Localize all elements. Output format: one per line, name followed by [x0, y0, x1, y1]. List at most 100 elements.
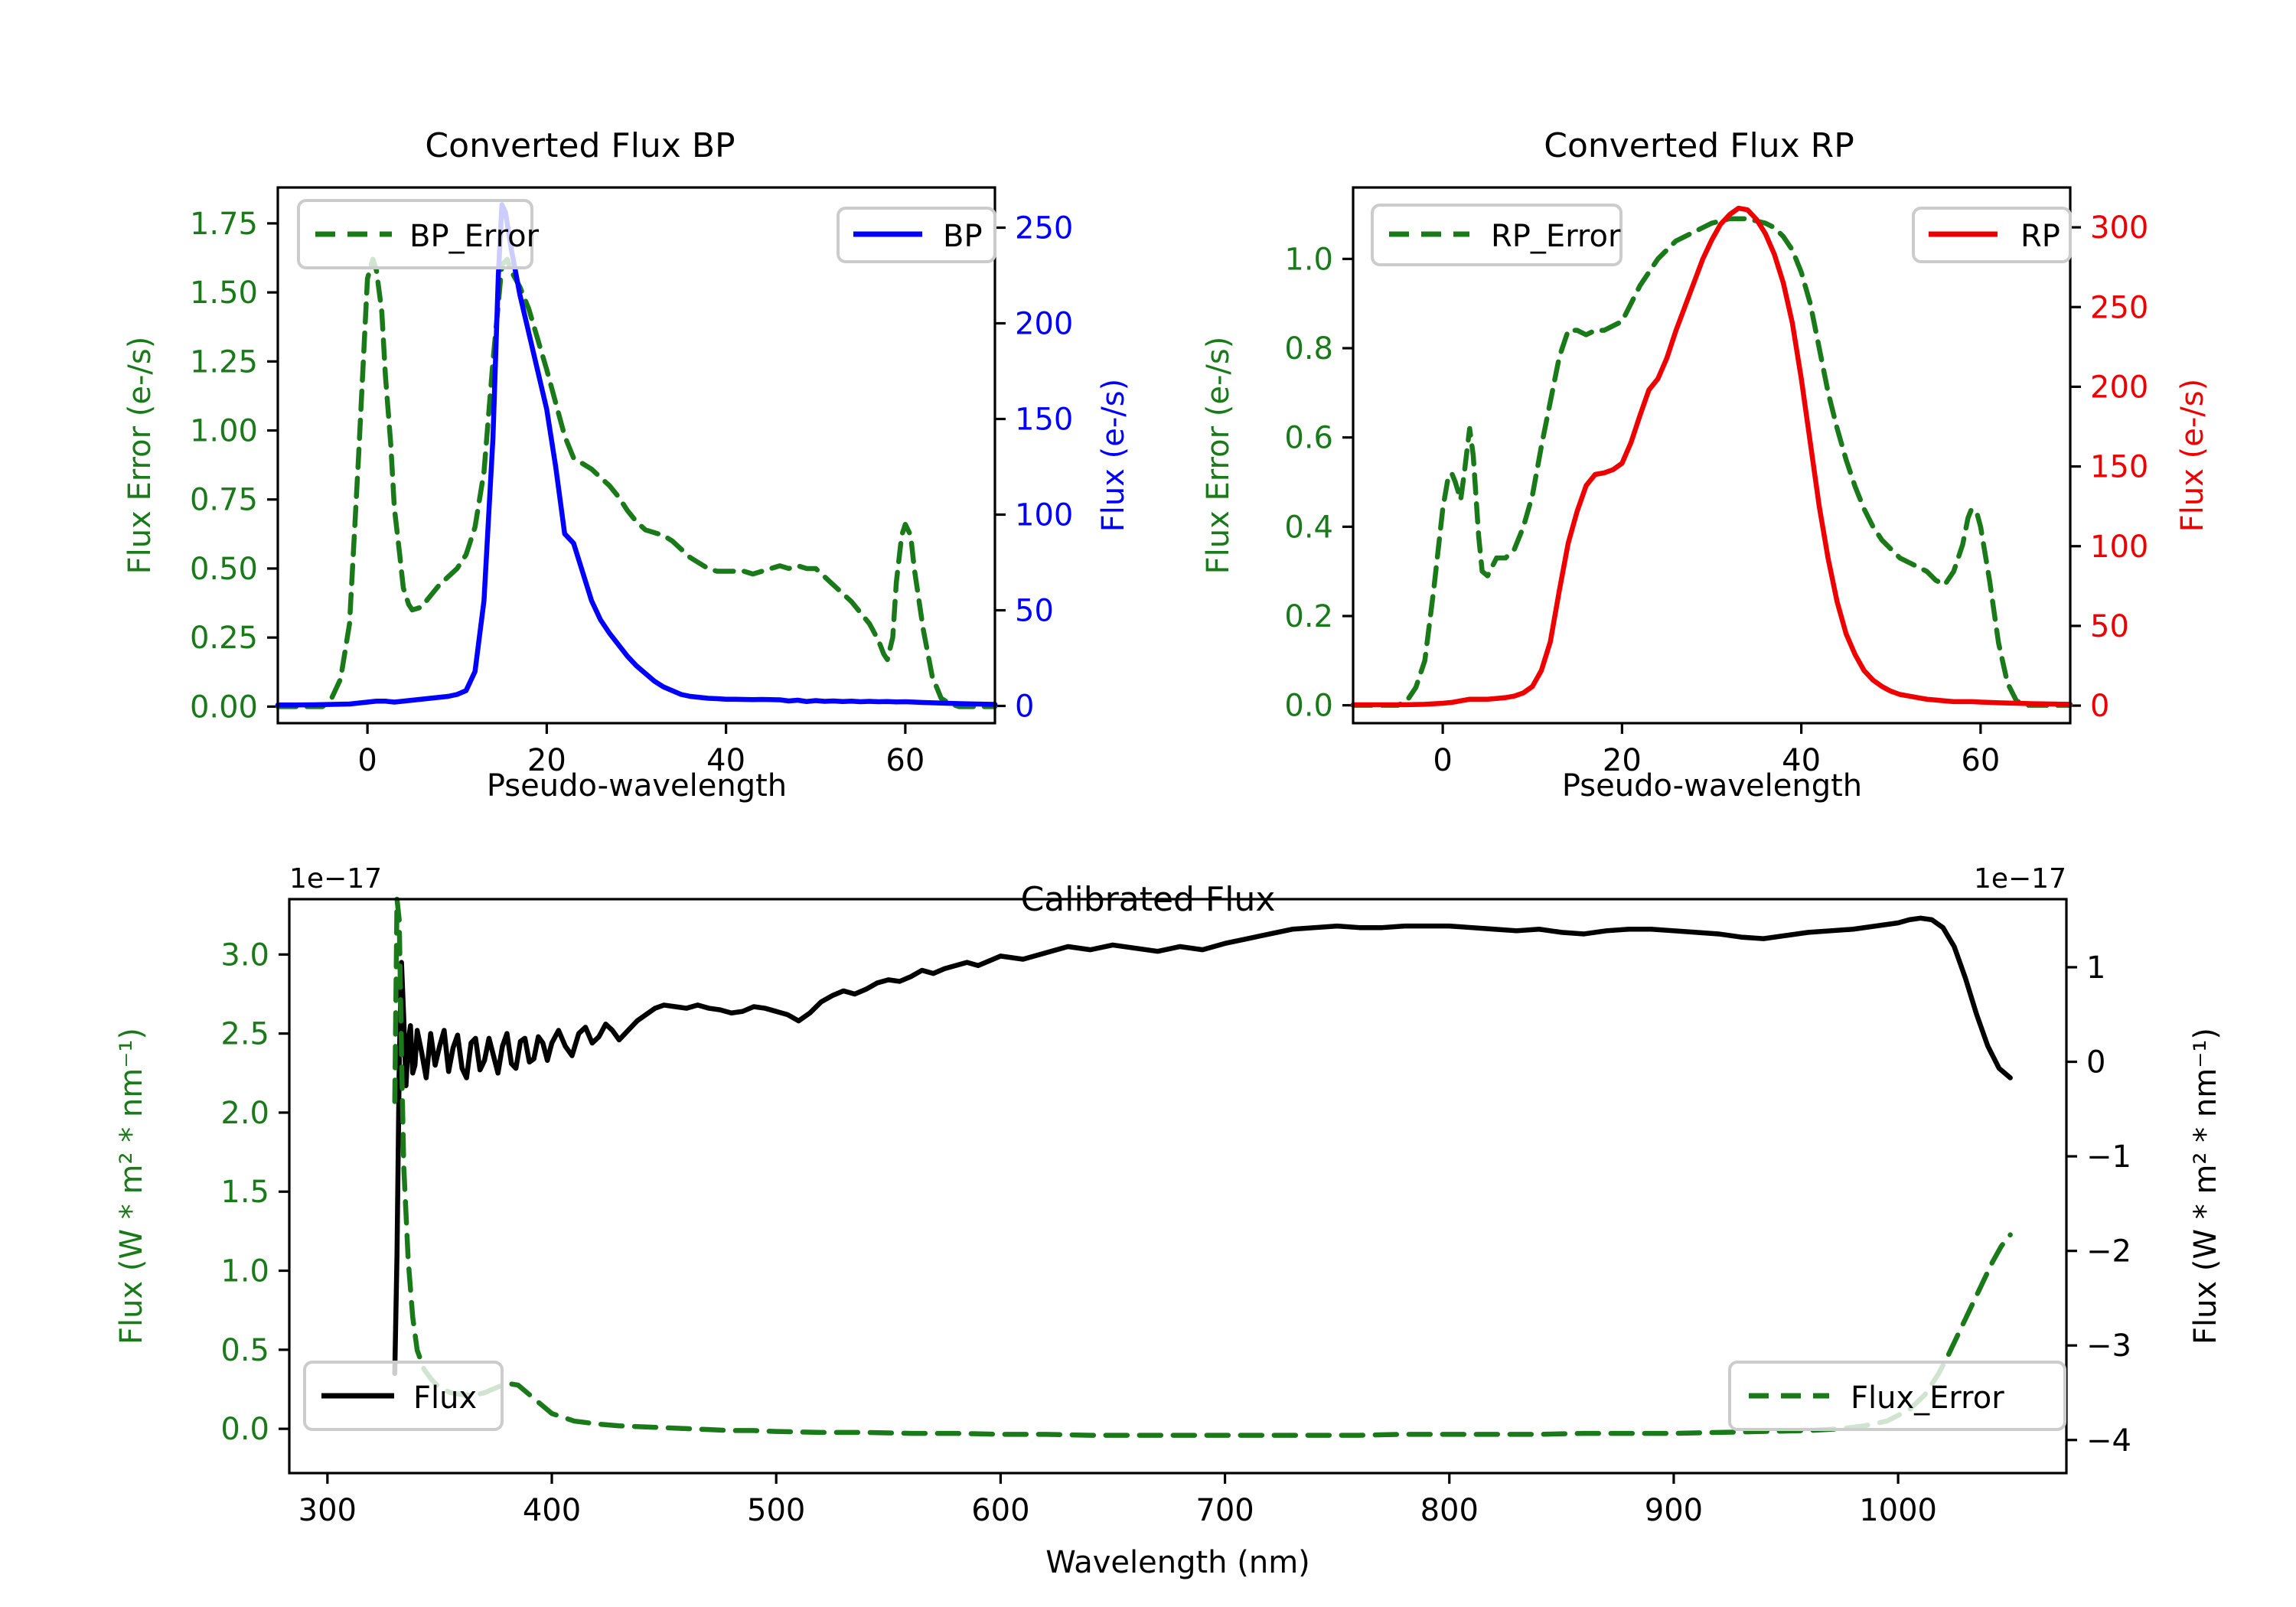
cal-chart-svg: Calibrated Flux 1e−17 1e−17 0.0 0.5 1.0 1.5 2.0…: [114, 863, 2223, 1580]
cal-legend-flux-label: Flux: [413, 1380, 477, 1416]
x-tick-label: 800: [1420, 1493, 1479, 1528]
x-tick-label: 500: [747, 1493, 805, 1528]
x-tick-label: 0: [1433, 743, 1452, 778]
cal-legend-error-box: [1728, 1361, 2066, 1431]
y-right-tick-label: 50: [2090, 609, 2129, 644]
x-tick-label: 60: [885, 743, 925, 778]
rp-yaxis-right-label: Flux (e-/s): [2175, 379, 2210, 532]
cal-legend-error-label: Flux_Error: [1851, 1380, 2004, 1416]
y-right-tick-label: 0: [1015, 689, 1034, 725]
y-right-tick-label: −1: [2086, 1139, 2131, 1175]
cal-panel-title: Calibrated Flux: [1021, 880, 1276, 919]
x-tick-label: 40: [1782, 743, 1821, 778]
bp-legend-error-box: [297, 199, 533, 269]
series-bp-error: [275, 256, 998, 709]
series-rp: [1350, 205, 2073, 708]
y-left-tick-label: 0.0: [220, 1412, 269, 1447]
y-left-tick-label: 0.75: [190, 483, 258, 518]
x-tick-label: 300: [298, 1493, 357, 1528]
rp-axes-frame: [1352, 186, 2072, 725]
cal-yaxis-right-label: Flux (W * m² * nm⁻¹): [2188, 1028, 2223, 1345]
x-tick-label: 60: [1961, 743, 2000, 778]
y-left-tick-label: 0.00: [190, 689, 258, 725]
cal-legend-error[interactable]: Flux_Error: [1728, 1361, 2066, 1431]
rp-chart-svg: Converted Flux RP 0.0 0.2 0.4 0.6 0.8 1.0 0 50 10…: [1201, 126, 2210, 804]
y-left-tick-label: 0.0: [1284, 689, 1333, 724]
x-tick-label: 700: [1195, 1493, 1254, 1528]
x-tick-label: 600: [971, 1493, 1029, 1528]
bp-legend-flux[interactable]: BP: [837, 207, 996, 263]
bp-yaxis-left-label: Flux Error (e-/s): [122, 337, 158, 575]
y-left-tick-label: 0.2: [1284, 599, 1333, 634]
rp-legend-error[interactable]: RP_Error: [1371, 204, 1623, 266]
cal-axes-frame: [288, 898, 2068, 1475]
x-tick-label: 20: [1603, 743, 1642, 778]
y-left-tick-label: 1.50: [190, 275, 258, 311]
y-right-tick-label: −4: [2086, 1423, 2131, 1459]
y-right-tick-label: 0: [2090, 689, 2109, 724]
y-left-tick-label: 0.5: [220, 1333, 269, 1368]
y-right-tick-label: 150: [1015, 403, 1073, 438]
y-left-tick-label: 0.50: [190, 552, 258, 587]
y-right-tick-label: 100: [2090, 530, 2148, 565]
y-left-tick-label: 0.8: [1284, 331, 1333, 367]
y-left-tick-label: 0.4: [1284, 510, 1333, 545]
y-right-tick-label: 250: [2090, 290, 2148, 325]
rp-xaxis-label: Pseudo-wavelength: [1562, 768, 1862, 804]
y-right-tick-label: −3: [2086, 1328, 2131, 1364]
y-right-tick-label: 150: [2090, 450, 2148, 485]
rp-legend-error-box: [1371, 204, 1623, 266]
bp-legend-error-label: BP_Error: [409, 219, 540, 254]
x-tick-label: 900: [1645, 1493, 1703, 1528]
bp-legend-error[interactable]: BP_Error: [297, 199, 540, 269]
bp-panel-title: Converted Flux BP: [425, 126, 735, 165]
y-left-tick-label: 1.0: [220, 1254, 269, 1289]
y-right-tick-label: 300: [2090, 210, 2148, 246]
y-right-tick-label: 1: [2086, 950, 2105, 986]
y-right-tick-label: −2: [2086, 1234, 2131, 1270]
y-left-tick-label: 2.5: [220, 1017, 269, 1052]
y-left-tick-label: 0.25: [190, 621, 258, 656]
cal-xaxis-label: Wavelength (nm): [1045, 1545, 1310, 1580]
x-tick-label: 0: [357, 743, 377, 778]
panel-calibrated-flux: Calibrated Flux 1e−17 1e−17 0.0 0.5 1.0 1.5 2.0…: [0, 826, 2296, 1607]
bp-legend-flux-label: BP: [943, 219, 983, 254]
series-flux-error: [392, 896, 2013, 1438]
y-right-tick-label: 50: [1015, 594, 1054, 629]
y-left-tick-label: 0.6: [1284, 421, 1333, 456]
y-right-tick-label: 200: [2090, 370, 2148, 405]
bp-axes-frame: [276, 186, 996, 725]
y-left-tick-label: 1.75: [190, 207, 258, 242]
cal-yaxis-left-label: Flux (W * m² * nm⁻¹): [114, 1028, 149, 1345]
y-left-tick-label: 1.5: [220, 1175, 269, 1210]
bp-chart-svg: Converted Flux BP 0.00 0.25 0.50 0.75 1.00 1.2…: [122, 126, 1131, 804]
series-flux: [392, 915, 2013, 1377]
y-left-tick-label: 1.00: [190, 414, 258, 449]
bp-xaxis-label: Pseudo-wavelength: [487, 768, 787, 804]
rp-yaxis-left-label: Flux Error (e-/s): [1201, 337, 1236, 575]
cal-legend-flux-box: [303, 1361, 504, 1431]
panel-converted-flux-rp: Converted Flux RP 0.0 0.2 0.4 0.6 0.8 1.0 0 50 10…: [1148, 0, 2296, 826]
rp-legend-flux-label: RP: [2020, 219, 2060, 254]
y-right-tick-label: 100: [1015, 498, 1073, 533]
y-left-tick-label: 1.0: [1284, 242, 1333, 277]
y-right-tick-label: 200: [1015, 307, 1073, 342]
y-left-tick-label: 1.25: [190, 344, 258, 380]
x-tick-label: 40: [706, 743, 745, 778]
rp-legend-flux[interactable]: RP: [1912, 207, 2072, 263]
rp-legend-error-label: RP_Error: [1491, 219, 1621, 254]
rp-panel-title: Converted Flux RP: [1544, 126, 1854, 165]
cal-right-offset-label: 1e−17: [1974, 863, 2066, 895]
y-right-tick-label: 0: [2086, 1045, 2105, 1081]
series-rp-error: [1350, 216, 2073, 708]
x-tick-label: 1000: [1859, 1493, 1937, 1528]
series-bp: [275, 202, 998, 708]
y-left-tick-label: 2.0: [220, 1096, 269, 1131]
y-left-tick-label: 3.0: [220, 937, 269, 973]
panel-converted-flux-bp: Converted Flux BP 0.00 0.25 0.50 0.75 1.00 1.2…: [0, 0, 1148, 826]
bp-yaxis-right-label: Flux (e-/s): [1096, 379, 1131, 532]
cal-left-offset-label: 1e−17: [289, 863, 382, 895]
y-right-tick-label: 250: [1015, 211, 1073, 246]
cal-legend-flux[interactable]: Flux: [303, 1361, 504, 1431]
